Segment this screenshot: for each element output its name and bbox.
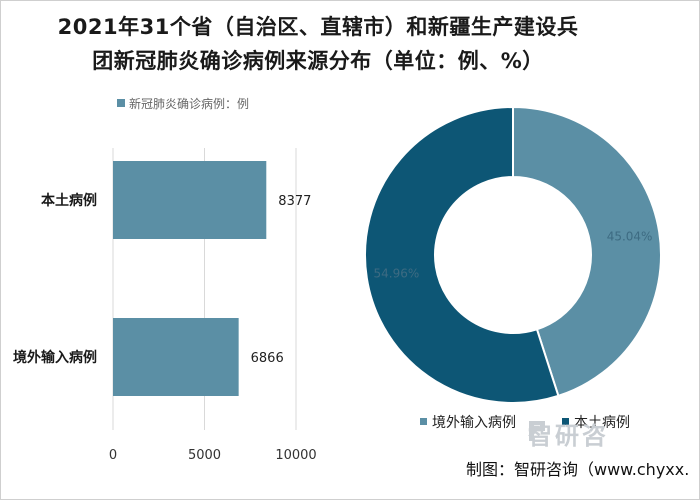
bar	[113, 161, 267, 239]
donut-legend-swatch	[420, 418, 427, 425]
donut-chart: 45.04% 54.96% 境外输入病例 本土病例	[364, 105, 662, 431]
bar-chart: 0 5000 10000 新冠肺炎确诊病例：例 8377 本土病例 6866 境外输入病例	[13, 96, 317, 463]
donut-slice-label: 45.04%	[607, 230, 653, 244]
source-footer: 制图：智研咨询（www.chyxx.	[466, 460, 690, 479]
x-tick-label: 10000	[275, 448, 316, 463]
donut-slice-label: 54.96%	[374, 266, 420, 280]
watermark-logo-icon	[526, 418, 548, 444]
x-tick-label: 0	[109, 448, 117, 463]
donut-slice	[364, 105, 560, 404]
bar-legend-swatch	[117, 99, 125, 107]
watermark-text: 智研咨	[528, 422, 609, 450]
chart-title: 2021年31个省（自治区、直辖市）和新疆生产建设兵 团新冠肺炎确诊病例来源分布…	[8, 10, 628, 78]
bar-value-label: 6866	[251, 351, 284, 366]
category-label: 境外输入病例	[13, 349, 97, 366]
chart-title-line-2: 团新冠肺炎确诊病例来源分布（单位：例、%）	[92, 49, 544, 73]
donut-legend-label: 境外输入病例	[432, 415, 516, 431]
bar	[113, 318, 239, 396]
chart-title-line-1: 2021年31个省（自治区、直辖市）和新疆生产建设兵	[57, 15, 579, 39]
donut-legend-swatch	[562, 418, 569, 425]
bar-value-label: 8377	[278, 194, 311, 209]
x-tick-label: 5000	[188, 448, 221, 463]
donut-slice	[512, 105, 662, 398]
bar-legend-label: 新冠肺炎确诊病例：例	[129, 96, 249, 111]
category-label: 本土病例	[41, 192, 97, 209]
donut-legend-label: 本土病例	[574, 415, 630, 431]
